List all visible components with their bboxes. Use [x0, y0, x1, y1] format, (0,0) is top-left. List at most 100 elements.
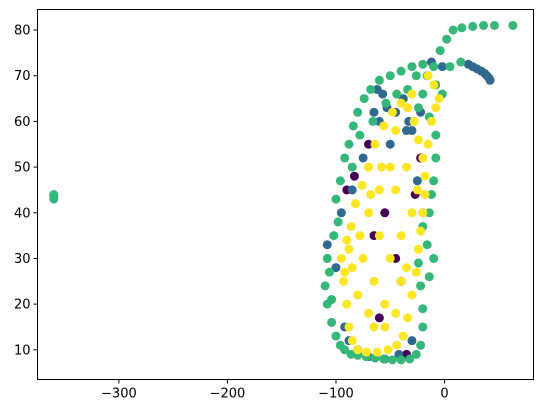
- scatter-point-s3-3: [344, 322, 354, 332]
- scatter-point-s2-8: [479, 20, 489, 30]
- scatter-point-s2-27: [416, 340, 426, 350]
- scatter-point-s2-7: [468, 21, 478, 31]
- scatter-point-s2-28: [418, 322, 428, 332]
- scatter-point-s2-23: [387, 355, 397, 365]
- scatter-point-s2-64: [329, 231, 339, 241]
- scatter-point-s3-65: [340, 267, 350, 277]
- scatter-point-s2-68: [355, 130, 365, 140]
- scatter-point-s2-40: [431, 130, 441, 140]
- axes-layer: −300 −200 −100 0 10 20 30 40 50 60 70 80: [14, 24, 449, 402]
- scatter-point-s3-5: [353, 345, 363, 355]
- scatter-point-s2-60: [418, 59, 428, 69]
- scatter-point-s3-1: [339, 276, 349, 286]
- scatter-point-s2-29: [418, 304, 428, 314]
- scatter-point-s2-10: [508, 20, 518, 30]
- scatter-point-s2-67: [347, 162, 357, 172]
- scatter-point-s2-12: [320, 281, 330, 291]
- scatter-point-s3-53: [412, 185, 422, 195]
- scatter-point-s2-3: [435, 46, 445, 56]
- scatter-point-s3-41: [385, 162, 395, 172]
- scatter-point-s0-5: [374, 313, 384, 323]
- scatter-point-s3-19: [418, 153, 428, 163]
- scatter-point-s2-14: [327, 317, 337, 327]
- x-tick-label: −100: [318, 387, 354, 402]
- scatter-point-s3-23: [396, 98, 406, 108]
- scatter-point-s2-58: [396, 66, 406, 76]
- scatter-point-s3-58: [429, 80, 439, 90]
- scatter-point-s3-28: [357, 180, 367, 190]
- scatter-point-s3-36: [380, 299, 390, 309]
- y-tick-label: 30: [14, 252, 31, 267]
- scatter-point-s2-15: [331, 331, 341, 341]
- scatter-point-s2-55: [366, 84, 376, 94]
- scatter-point-s2-54: [359, 94, 369, 104]
- scatter-point-s2-34: [422, 240, 432, 250]
- scatter-point-s2-31: [413, 258, 423, 268]
- scatter-point-s3-0: [336, 253, 346, 263]
- scatter-point-s3-61: [391, 126, 401, 136]
- scatter-point-s3-45: [380, 322, 390, 332]
- scatter-point-s2-59: [407, 62, 417, 72]
- y-tick-label: 20: [14, 298, 31, 313]
- scatter-point-s2-25: [405, 354, 415, 364]
- scatter-point-s3-63: [366, 190, 376, 199]
- points-layer: [49, 20, 518, 365]
- scatter-point-s1-19: [331, 263, 341, 273]
- scatter-point-s2-2: [49, 194, 59, 204]
- scatter-point-s3-22: [403, 103, 413, 113]
- scatter-point-s3-55: [426, 116, 436, 126]
- scatter-point-s3-35: [396, 276, 406, 286]
- scatter-point-s3-37: [369, 276, 379, 286]
- scatter-point-s3-12: [407, 290, 417, 300]
- scatter-point-s2-5: [448, 25, 458, 35]
- scatter-point-s3-13: [411, 267, 421, 277]
- scatter-point-s3-64: [344, 244, 354, 254]
- scatter-point-s2-66: [327, 295, 337, 305]
- scatter-point-s2-49: [335, 176, 345, 186]
- scatter-point-s3-18: [420, 171, 430, 181]
- scatter-point-s3-43: [407, 208, 417, 218]
- scatter-point-s3-62: [377, 162, 387, 172]
- y-tick-label: 40: [14, 206, 31, 221]
- scatter-point-s2-39: [431, 153, 441, 163]
- y-tick-label: 10: [14, 343, 31, 358]
- scatter-point-s1-18: [322, 240, 332, 250]
- scatter-point-s3-56: [431, 103, 441, 113]
- scatter-point-s3-17: [420, 190, 430, 199]
- scatter-point-s2-50: [340, 153, 350, 163]
- y-tick-label: 60: [14, 115, 31, 130]
- scatter-point-s1-29: [358, 153, 368, 163]
- scatter-point-s3-38: [358, 253, 368, 263]
- scatter-point-s2-65: [324, 267, 334, 277]
- y-tick-label: 70: [14, 69, 31, 84]
- y-tick-label: 80: [14, 24, 31, 39]
- scatter-point-s2-4: [442, 34, 452, 44]
- scatter-point-s2-48: [331, 194, 341, 204]
- scatter-point-s1-27: [336, 208, 346, 218]
- scatter-point-s3-60: [407, 89, 417, 99]
- scatter-point-s3-15: [416, 226, 426, 236]
- scatter-point-s3-47: [353, 290, 363, 300]
- scatter-point-s2-56: [374, 75, 384, 85]
- scatter-point-s3-25: [379, 121, 389, 131]
- scatter-point-s2-47: [333, 217, 343, 227]
- scatter-point-s3-34: [385, 253, 395, 263]
- scatter-point-s2-33: [429, 253, 439, 263]
- scatter-point-s2-52: [348, 121, 358, 131]
- scatter-point-s3-40: [402, 162, 412, 172]
- scatter-point-s3-16: [418, 208, 428, 218]
- scatter-point-s2-70: [381, 98, 391, 108]
- scatter-point-s3-10: [398, 331, 408, 341]
- scatter-point-s3-46: [364, 308, 374, 318]
- scatter-point-s1-31: [385, 139, 395, 149]
- x-tick-label: −200: [210, 387, 246, 402]
- scatter-point-s3-49: [355, 231, 365, 241]
- scatter-point-s2-42: [418, 89, 428, 99]
- scatter-point-s2-17: [340, 345, 350, 355]
- y-tick-label: 50: [14, 161, 31, 176]
- scatter-point-s3-21: [409, 116, 419, 126]
- x-tick-label: −300: [101, 387, 137, 402]
- scatter-point-s3-11: [403, 313, 413, 323]
- scatter-point-s2-38: [429, 176, 439, 186]
- scatter-point-s1-34: [412, 176, 422, 186]
